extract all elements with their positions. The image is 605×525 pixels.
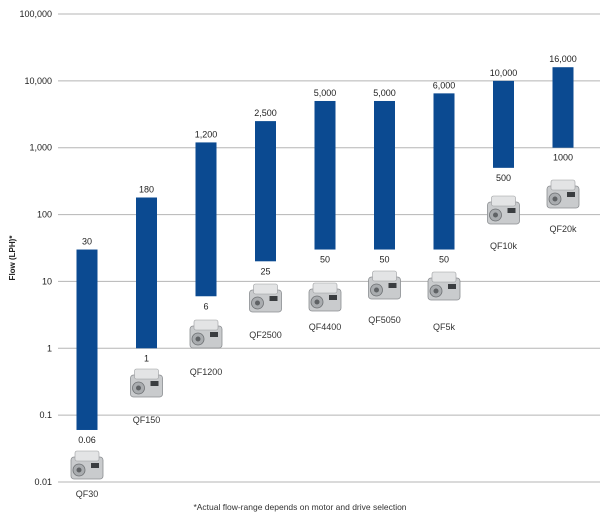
max-label: 2,500 (254, 108, 277, 118)
footnote: *Actual flow-range depends on motor and … (193, 502, 406, 512)
bar-qf20k (552, 67, 574, 148)
pump-icon (70, 450, 104, 480)
y-axis-ticks: 0.01 0.1 1 10 100 1,000 10,000 100,000 (19, 9, 52, 487)
min-label: 1000 (553, 153, 573, 163)
bar-qf30 (76, 249, 98, 430)
y-tick-label: 100,000 (19, 9, 52, 19)
value-labels: 30 0.06 QF30 180 1 QF150 1,200 6 QF1200 2,500 25 QF… (76, 54, 577, 499)
max-label: 1,200 (195, 129, 218, 139)
bars (76, 67, 574, 430)
y-tick-label: 100 (37, 210, 52, 220)
pump-icon (368, 270, 401, 300)
max-label: 10,000 (490, 68, 518, 78)
pump-images (70, 179, 580, 480)
model-label-qf1200: QF1200 (190, 367, 223, 377)
model-label-qf150: QF150 (133, 415, 161, 425)
min-label: 1 (144, 353, 149, 363)
min-label: 500 (496, 173, 511, 183)
y-tick-label: 1,000 (29, 143, 52, 153)
y-tick-label: 0.1 (39, 410, 52, 420)
max-label: 5,000 (373, 88, 396, 98)
max-label: 30 (82, 237, 92, 247)
min-label: 50 (439, 255, 449, 265)
y-axis-title: Flow (LPH)* (8, 235, 17, 281)
max-label: 6,000 (433, 80, 456, 90)
max-label: 180 (139, 185, 154, 195)
pump-icon (130, 368, 163, 398)
pump-icon (249, 283, 282, 313)
min-label: 6 (203, 301, 208, 311)
bar-qf10k (493, 80, 514, 168)
max-label: 5,000 (314, 88, 337, 98)
y-tick-label: 1 (47, 343, 52, 353)
model-label-qf4400: QF4400 (309, 322, 342, 332)
pump-icon (189, 319, 223, 349)
pump-icon (427, 271, 461, 301)
bar-qf150 (136, 197, 157, 349)
pump-icon (308, 282, 342, 312)
pump-icon (487, 195, 520, 225)
y-tick-label: 10 (42, 276, 52, 286)
bar-qf4400 (314, 100, 336, 250)
model-label-qf20k: QF20k (549, 224, 577, 234)
model-label-qf10k: QF10k (490, 241, 518, 251)
min-label: 25 (260, 266, 270, 276)
model-label-qf5050: QF5050 (368, 315, 401, 325)
bar-qf5050 (374, 100, 395, 250)
min-label: 50 (379, 255, 389, 265)
model-label-qf5k: QF5k (433, 322, 456, 332)
bar-qf5k (433, 93, 455, 250)
bar-qf1200 (195, 142, 217, 297)
min-label: 50 (320, 255, 330, 265)
bar-qf2500 (255, 121, 276, 262)
y-tick-label: 0.01 (34, 477, 52, 487)
min-label: 0.06 (78, 435, 96, 445)
model-label-qf30: QF30 (76, 489, 99, 499)
model-label-qf2500: QF2500 (249, 330, 282, 340)
pump-icon (546, 179, 580, 209)
max-label: 16,000 (549, 54, 577, 64)
y-tick-label: 10,000 (24, 76, 52, 86)
